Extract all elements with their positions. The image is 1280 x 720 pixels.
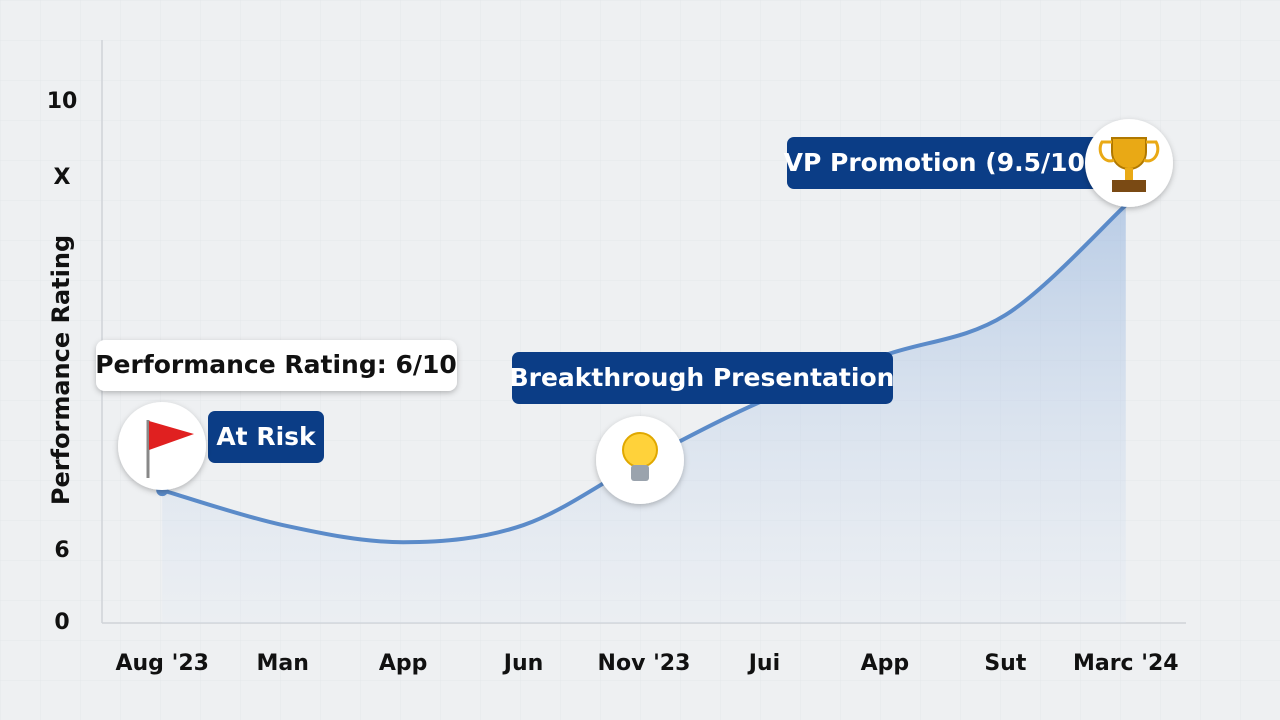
x-tick-label: Jun: [502, 651, 544, 676]
x-tick-label: Sut: [984, 651, 1027, 676]
promotion-note: VP Promotion (9.5/10): [784, 148, 1097, 177]
x-tick-label: Aug '23: [115, 651, 208, 676]
x-tick-label: App: [379, 651, 428, 676]
y-axis-label: Performance Rating: [47, 235, 75, 505]
breakthrough-box: [512, 352, 893, 404]
promotion-box: [787, 137, 1100, 189]
trophy-icon: [1085, 119, 1173, 207]
y-tick-label: 10: [47, 89, 78, 114]
x-tick-label: Man: [256, 651, 308, 676]
x-tick-label: Marc '24: [1073, 651, 1179, 676]
area: [162, 205, 1126, 623]
risk-box: [208, 411, 324, 463]
x-tick-label: Nov '23: [598, 651, 691, 676]
x-tick-label: Jui: [747, 651, 780, 676]
bulb-icon: [596, 416, 684, 504]
breakthrough-note: Breakthrough Presentation: [510, 363, 895, 392]
x-tick-label: App: [861, 651, 910, 676]
risk-note: At Risk: [216, 422, 317, 451]
y-tick-label: X: [54, 165, 71, 190]
flag-icon: [118, 402, 206, 490]
y-tick-label: 0: [54, 610, 69, 635]
rating-box: [96, 340, 457, 391]
y-tick-label: 6: [54, 538, 69, 563]
rating-note: Performance Rating: 6/10: [95, 350, 457, 379]
